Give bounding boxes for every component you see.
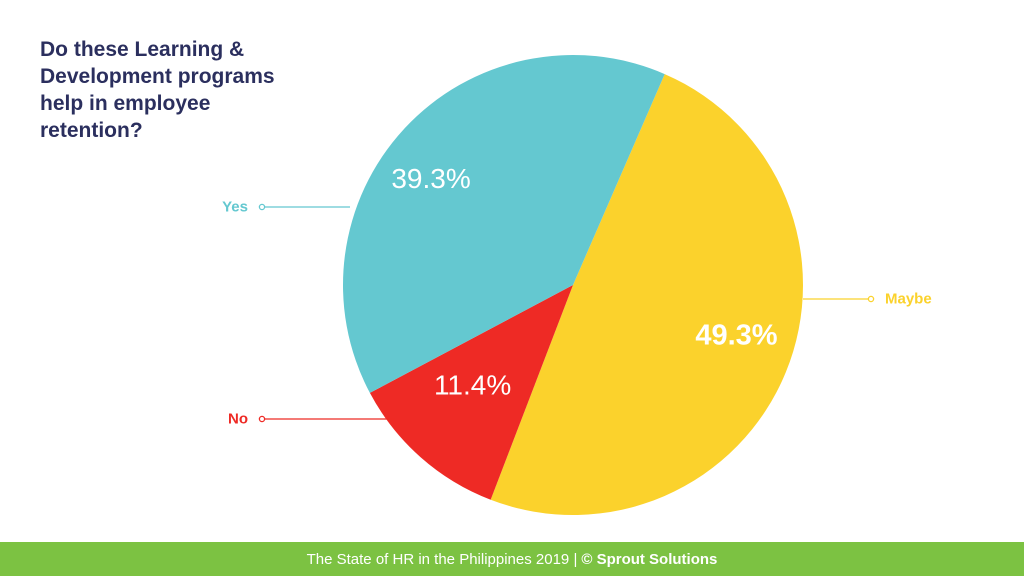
footer-text: The State of HR in the Philippines 2019 … [306, 550, 578, 568]
legend-leaders: Maybe No Yes [222, 199, 932, 428]
value-labels: 49.3% 11.4% 39.3% [391, 163, 777, 400]
footer-bar: The State of HR in the Philippines 2019 … [0, 542, 1024, 576]
chart-title-line-1: Do these Learning & [40, 38, 245, 61]
leader-dot-maybe [867, 295, 875, 303]
legend-label-yes: Yes [222, 199, 248, 216]
leader-dot-yes [258, 203, 266, 211]
value-label-maybe: 49.3% [695, 319, 777, 351]
pie-slice-maybe [490, 74, 803, 515]
value-label-yes: 39.3% [391, 163, 470, 194]
legend-label-no: No [228, 411, 248, 428]
value-label-no: 11.4% [434, 369, 511, 400]
pie-slices [343, 55, 803, 515]
chart-title-line-4: retention? [40, 119, 143, 142]
pie-slice-yes [343, 55, 665, 393]
chart-title-line-3: help in employee [40, 92, 211, 115]
chart-title: Do these Learning & Development programs… [40, 36, 360, 144]
footer-brand: © Sprout Solutions [581, 550, 718, 568]
leader-dot-no [258, 415, 266, 423]
pie-slice-no [369, 285, 573, 500]
legend-label-maybe: Maybe [885, 291, 932, 308]
chart-title-line-2: Development programs [40, 65, 275, 88]
pie-chart: Maybe No Yes 49.3% 11.4% 39.3% [222, 55, 932, 515]
